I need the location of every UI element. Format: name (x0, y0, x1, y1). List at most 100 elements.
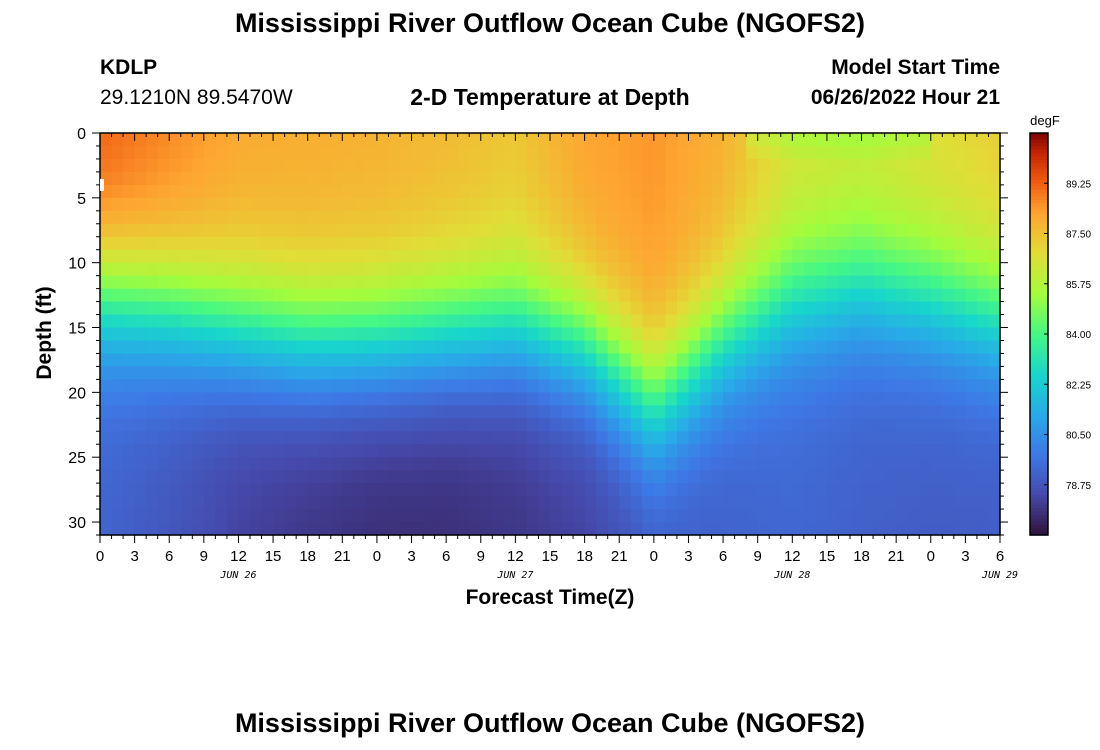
heatmap-cell (284, 314, 297, 329)
heatmap-cell (342, 327, 355, 342)
colorbar-swatch (1030, 421, 1048, 426)
heatmap-cell (665, 210, 678, 225)
heatmap-cell (734, 340, 747, 355)
heatmap-cell (700, 444, 713, 458)
heatmap-cell (630, 405, 643, 419)
heatmap-cell (238, 236, 251, 251)
heatmap-cell (134, 210, 147, 225)
heatmap-cell (700, 197, 713, 212)
heatmap-cell (711, 262, 724, 277)
heatmap-cell (930, 133, 943, 147)
heatmap-cell (353, 392, 366, 406)
heatmap-cell (596, 275, 609, 290)
colorbar-swatch (1030, 524, 1048, 529)
heatmap-cell (561, 353, 574, 368)
heatmap-cell (550, 457, 563, 471)
heatmap-cell (838, 223, 851, 238)
heatmap-cell (792, 133, 805, 147)
heatmap-cell (561, 145, 574, 160)
heatmap-cell (353, 197, 366, 212)
heatmap-cell (861, 431, 874, 445)
heatmap-cell (653, 496, 666, 510)
heatmap-cell (550, 145, 563, 160)
heatmap-cell (319, 223, 332, 238)
heatmap-cell (826, 236, 840, 251)
heatmap-cell (850, 262, 863, 277)
heatmap-cell (630, 133, 643, 147)
heatmap-cell (861, 184, 874, 199)
heatmap-cell (492, 392, 505, 406)
heatmap-cell (296, 418, 309, 432)
heatmap-cell (215, 184, 228, 199)
heatmap-cell (769, 327, 782, 342)
heatmap-cell (273, 470, 286, 484)
heatmap-cell (607, 262, 620, 277)
heatmap-cell (146, 275, 159, 290)
heatmap-cell (353, 353, 366, 368)
heatmap-cell (330, 288, 343, 303)
heatmap-cell (192, 444, 205, 458)
heatmap-cell (561, 418, 574, 432)
heatmap-cell (503, 145, 516, 160)
heatmap-cell (838, 275, 851, 290)
heatmap-cell (434, 145, 447, 160)
colorbar-swatch (1030, 230, 1048, 235)
heatmap-cell (873, 379, 886, 393)
heatmap-cell (365, 158, 378, 173)
heatmap-cell (457, 223, 470, 238)
heatmap-cell (884, 275, 897, 290)
heatmap-cell (711, 275, 724, 290)
heatmap-cell (492, 301, 505, 316)
heatmap-cell (826, 262, 840, 277)
heatmap-cell (838, 171, 851, 186)
colorbar-swatch (1030, 179, 1048, 184)
heatmap-cell (953, 210, 966, 225)
heatmap-cell (988, 418, 1001, 432)
heatmap-cell (180, 171, 193, 186)
heatmap-cell (503, 431, 516, 445)
heatmap-cell (746, 171, 759, 186)
heatmap-cell (192, 223, 205, 238)
heatmap-cell (919, 392, 932, 406)
heatmap-cell (930, 340, 943, 355)
heatmap-cell (180, 327, 193, 342)
heatmap-cell (561, 405, 574, 419)
heatmap-cell (630, 470, 643, 484)
heatmap-cell (261, 522, 274, 536)
heatmap-cell (157, 236, 170, 251)
heatmap-cell (400, 275, 413, 290)
heatmap-cell (665, 522, 678, 536)
heatmap-cell (192, 249, 205, 264)
heatmap-cell (700, 496, 713, 510)
heatmap-cell (342, 457, 355, 471)
heatmap-cell (619, 210, 632, 225)
heatmap-cell (480, 327, 493, 342)
heatmap-cell (942, 184, 955, 199)
heatmap-cell (446, 210, 459, 225)
heatmap-cell (296, 353, 309, 368)
heatmap-cell (123, 483, 136, 497)
heatmap-cell (457, 327, 470, 342)
heatmap-cell (469, 340, 482, 355)
heatmap-cell (550, 405, 563, 419)
heatmap-cell (642, 522, 655, 536)
heatmap-cell (803, 444, 816, 458)
heatmap-cell (584, 379, 597, 393)
x-axis-label: Forecast Time(Z) (466, 586, 635, 609)
heatmap-cell (884, 262, 897, 277)
heatmap-cell (538, 145, 551, 160)
heatmap-cell (815, 392, 828, 406)
heatmap-cell (861, 340, 874, 355)
heatmap-cell (930, 392, 943, 406)
heatmap-cell (100, 522, 113, 536)
heatmap-cell (550, 288, 563, 303)
heatmap-cell (480, 483, 493, 497)
heatmap-cell (319, 197, 332, 212)
heatmap-cell (434, 327, 447, 342)
heatmap-cell (411, 275, 424, 290)
heatmap-cell (503, 262, 516, 277)
heatmap-cell (769, 418, 782, 432)
heatmap-cell (884, 366, 897, 380)
heatmap-cell (111, 314, 124, 329)
y-tick-label: 30 (68, 515, 86, 532)
